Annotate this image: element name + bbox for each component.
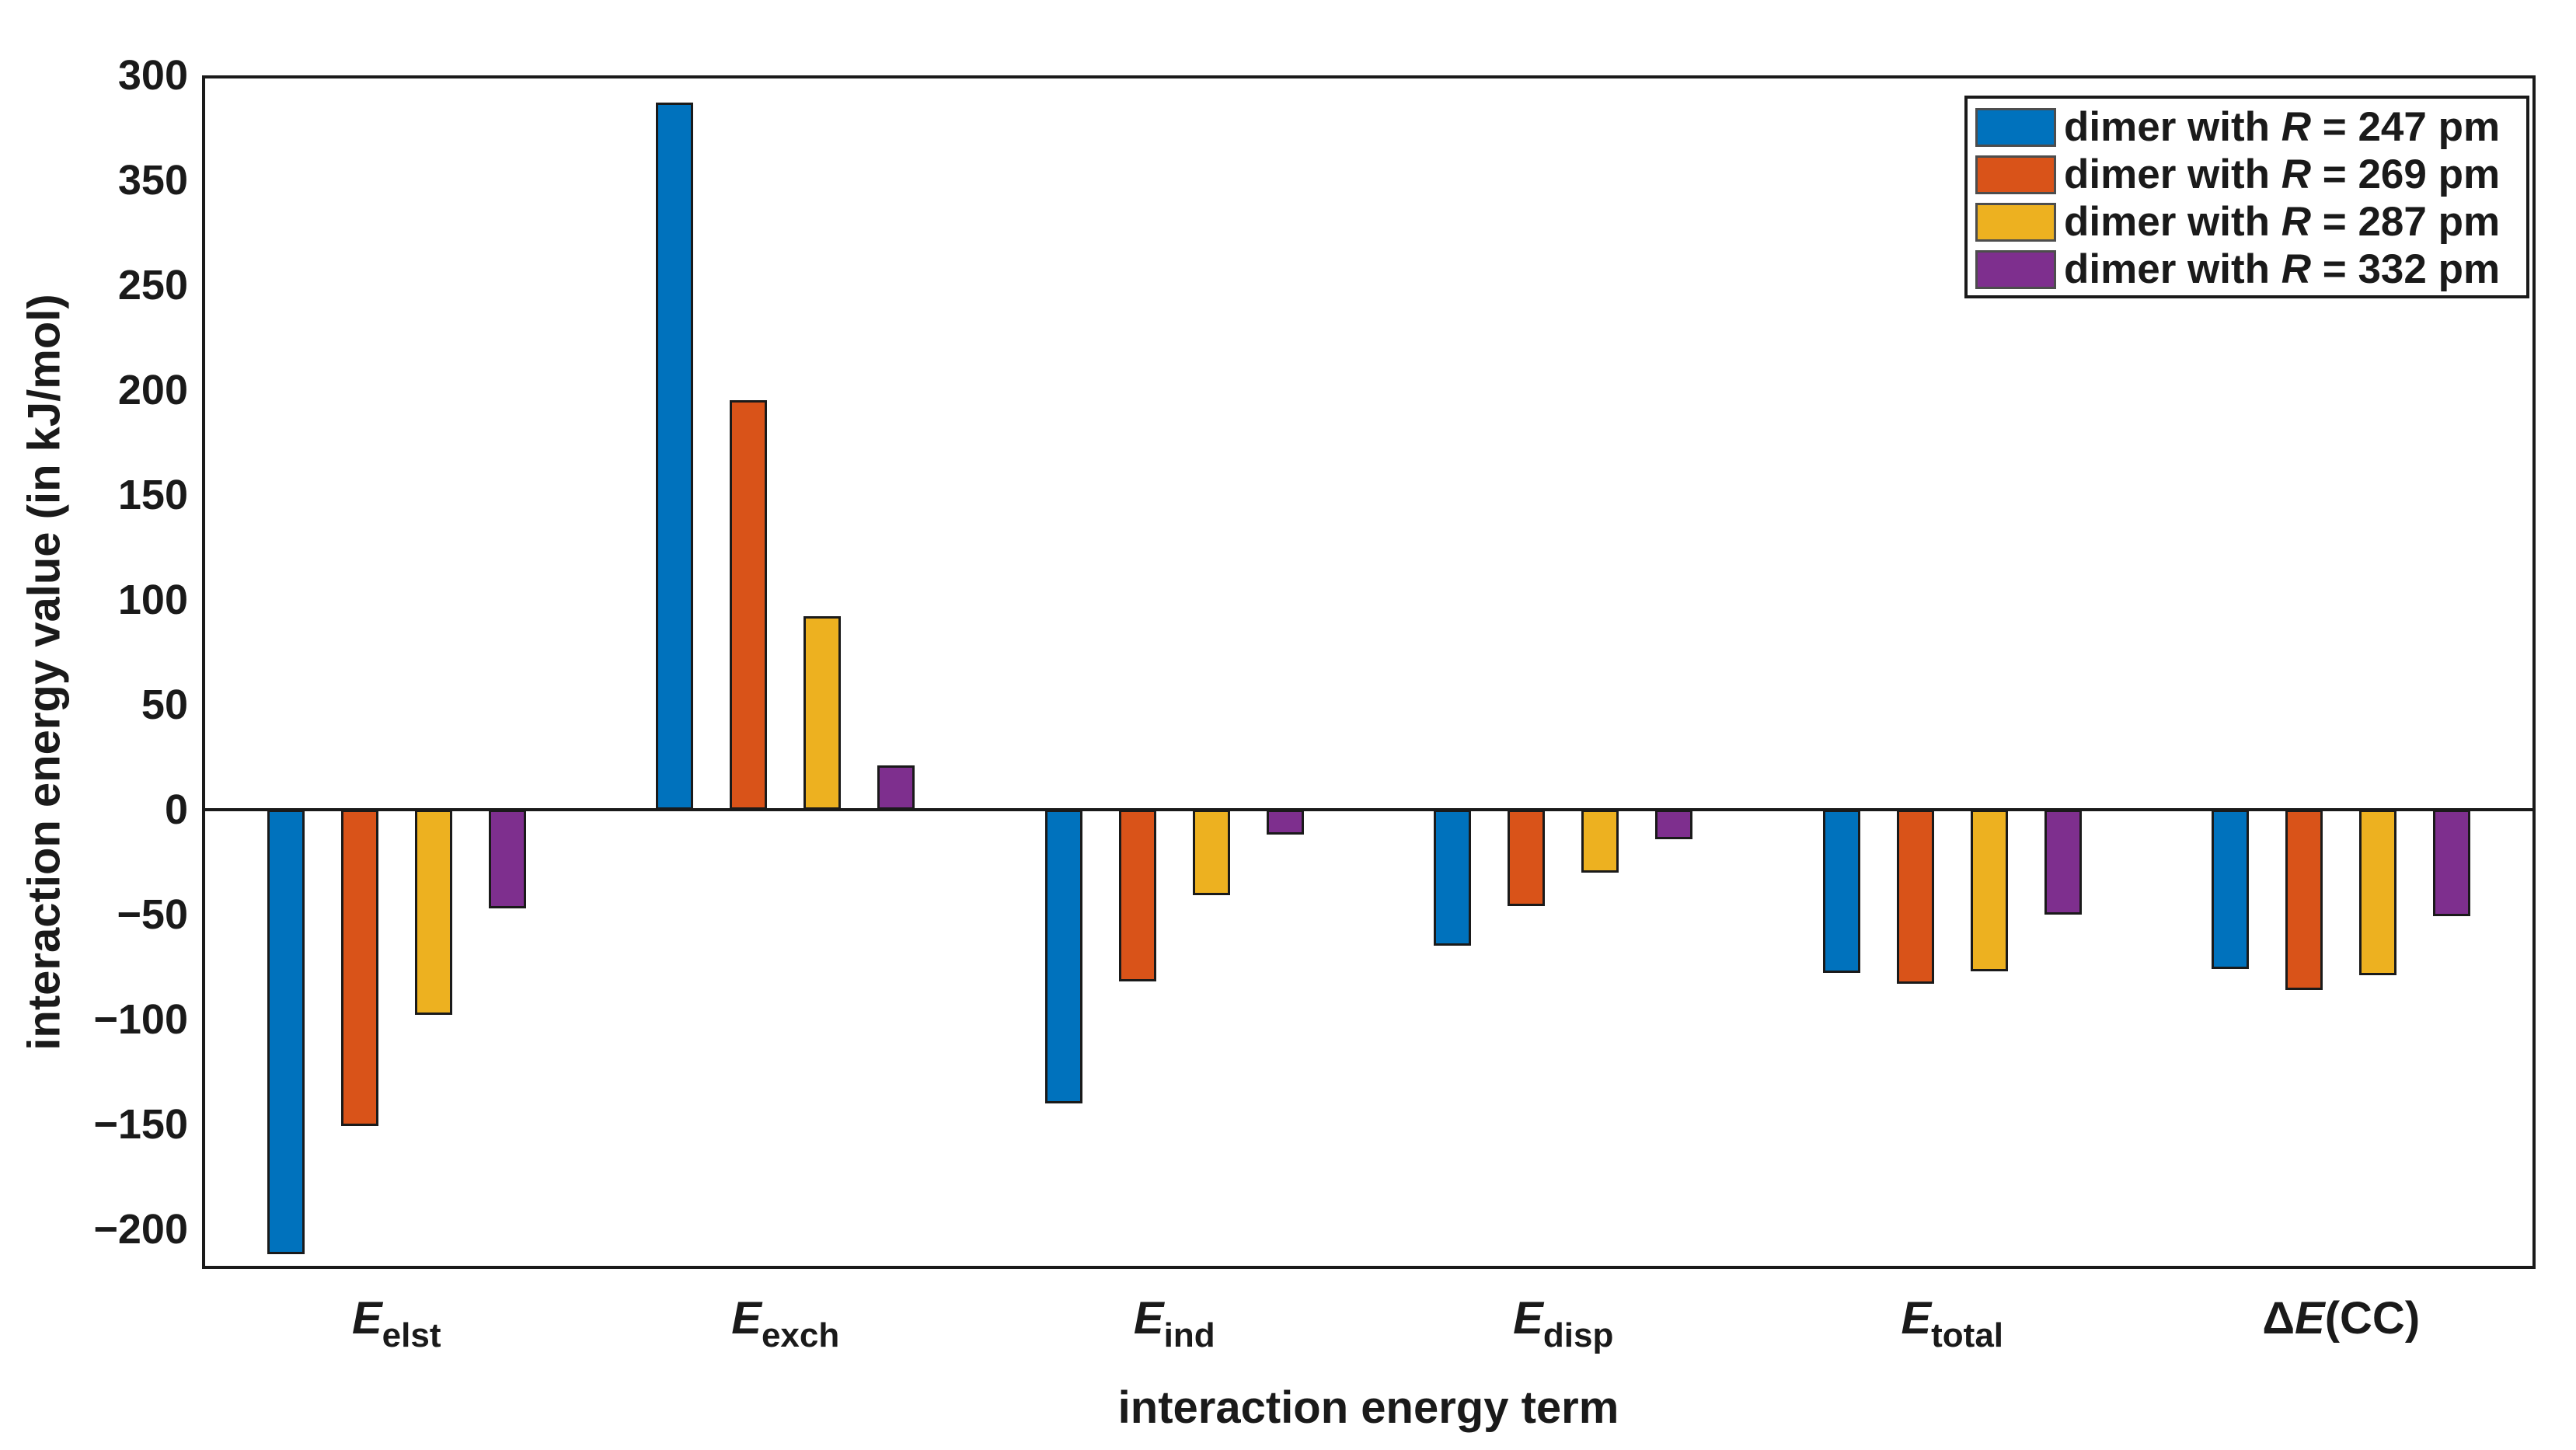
legend-row-4: dimer with R = 332 pm	[1975, 246, 2518, 293]
bar-series2-E_total	[1896, 809, 1934, 984]
legend-row-2: dimer with R = 269 pm	[1975, 151, 2518, 198]
bar-series2-E_disp	[1508, 809, 1546, 906]
bar-series1-E_exch	[656, 103, 694, 810]
y-tick-label: −200	[93, 1205, 188, 1253]
y-tick-label: 350	[117, 156, 188, 204]
legend-label: dimer with R = 332 pm	[2064, 246, 2501, 292]
bar-series1-E_disp	[1434, 809, 1472, 946]
x-axis-title: interaction energy term	[1117, 1382, 1619, 1433]
bar-series3-E_ind	[1192, 809, 1230, 896]
legend-row-3: dimer with R = 287 pm	[1975, 198, 2518, 246]
bar-series2-ΔE(CC)	[2285, 809, 2323, 990]
bar-series4-E_elst	[488, 809, 526, 908]
bar-series3-E_disp	[1581, 809, 1619, 873]
bar-series1-E_total	[1822, 809, 1860, 974]
bar-series3-ΔE(CC)	[2359, 809, 2397, 976]
y-tick-label: −100	[93, 995, 188, 1043]
y-tick-label: 200	[117, 366, 188, 413]
bar-series3-E_elst	[414, 809, 452, 1016]
legend-swatch-icon	[1975, 107, 2056, 147]
y-tick-label: 150	[117, 471, 188, 518]
bar-series1-E_ind	[1044, 809, 1082, 1103]
y-tick-label: 250	[117, 261, 188, 308]
bar-series4-E_ind	[1266, 809, 1304, 835]
y-tick-label: 300	[117, 52, 188, 99]
bar-series1-ΔE(CC)	[2212, 809, 2250, 969]
y-tick-label: −50	[117, 891, 188, 938]
y-tick-label: 0	[164, 786, 188, 833]
bar-series2-E_exch	[730, 400, 768, 810]
bar-series3-E_total	[1970, 809, 2008, 971]
bar-series2-E_elst	[340, 809, 378, 1127]
bar-series3-E_exch	[803, 616, 842, 810]
chart-legend: dimer with R = 247 pm dimer with R = 269 …	[1964, 96, 2529, 298]
x-category-label-E_ind: Eind	[1133, 1293, 1215, 1354]
x-category-label-E_disp: Edisp	[1513, 1293, 1614, 1354]
legend-swatch-icon	[1975, 249, 2056, 289]
x-category-label-E_exch: Eexch	[731, 1293, 840, 1354]
y-tick-label: 100	[117, 576, 188, 623]
x-category-label-ΔE(CC): ΔE(CC)	[2262, 1293, 2421, 1344]
x-category-label-E_elst: Eelst	[351, 1293, 441, 1354]
bar-series2-E_ind	[1118, 809, 1156, 982]
legend-swatch-icon	[1975, 202, 2056, 242]
bar-series4-E_disp	[1655, 809, 1693, 839]
y-tick-label: 50	[141, 681, 188, 728]
legend-label: dimer with R = 287 pm	[2064, 199, 2501, 245]
zero-baseline	[202, 807, 2536, 811]
bar-series4-ΔE(CC)	[2433, 809, 2471, 917]
legend-row-1: dimer with R = 247 pm	[1975, 103, 2518, 151]
bar-series1-E_elst	[267, 809, 305, 1255]
legend-label: dimer with R = 247 pm	[2064, 104, 2501, 150]
y-tick-label: −150	[93, 1100, 188, 1148]
bar-series4-E_exch	[877, 765, 915, 810]
legend-label: dimer with R = 269 pm	[2064, 152, 2501, 197]
legend-swatch-icon	[1975, 155, 2056, 194]
x-category-label-E_total: Etotal	[1901, 1293, 2004, 1354]
bar-series4-E_total	[2044, 809, 2082, 915]
